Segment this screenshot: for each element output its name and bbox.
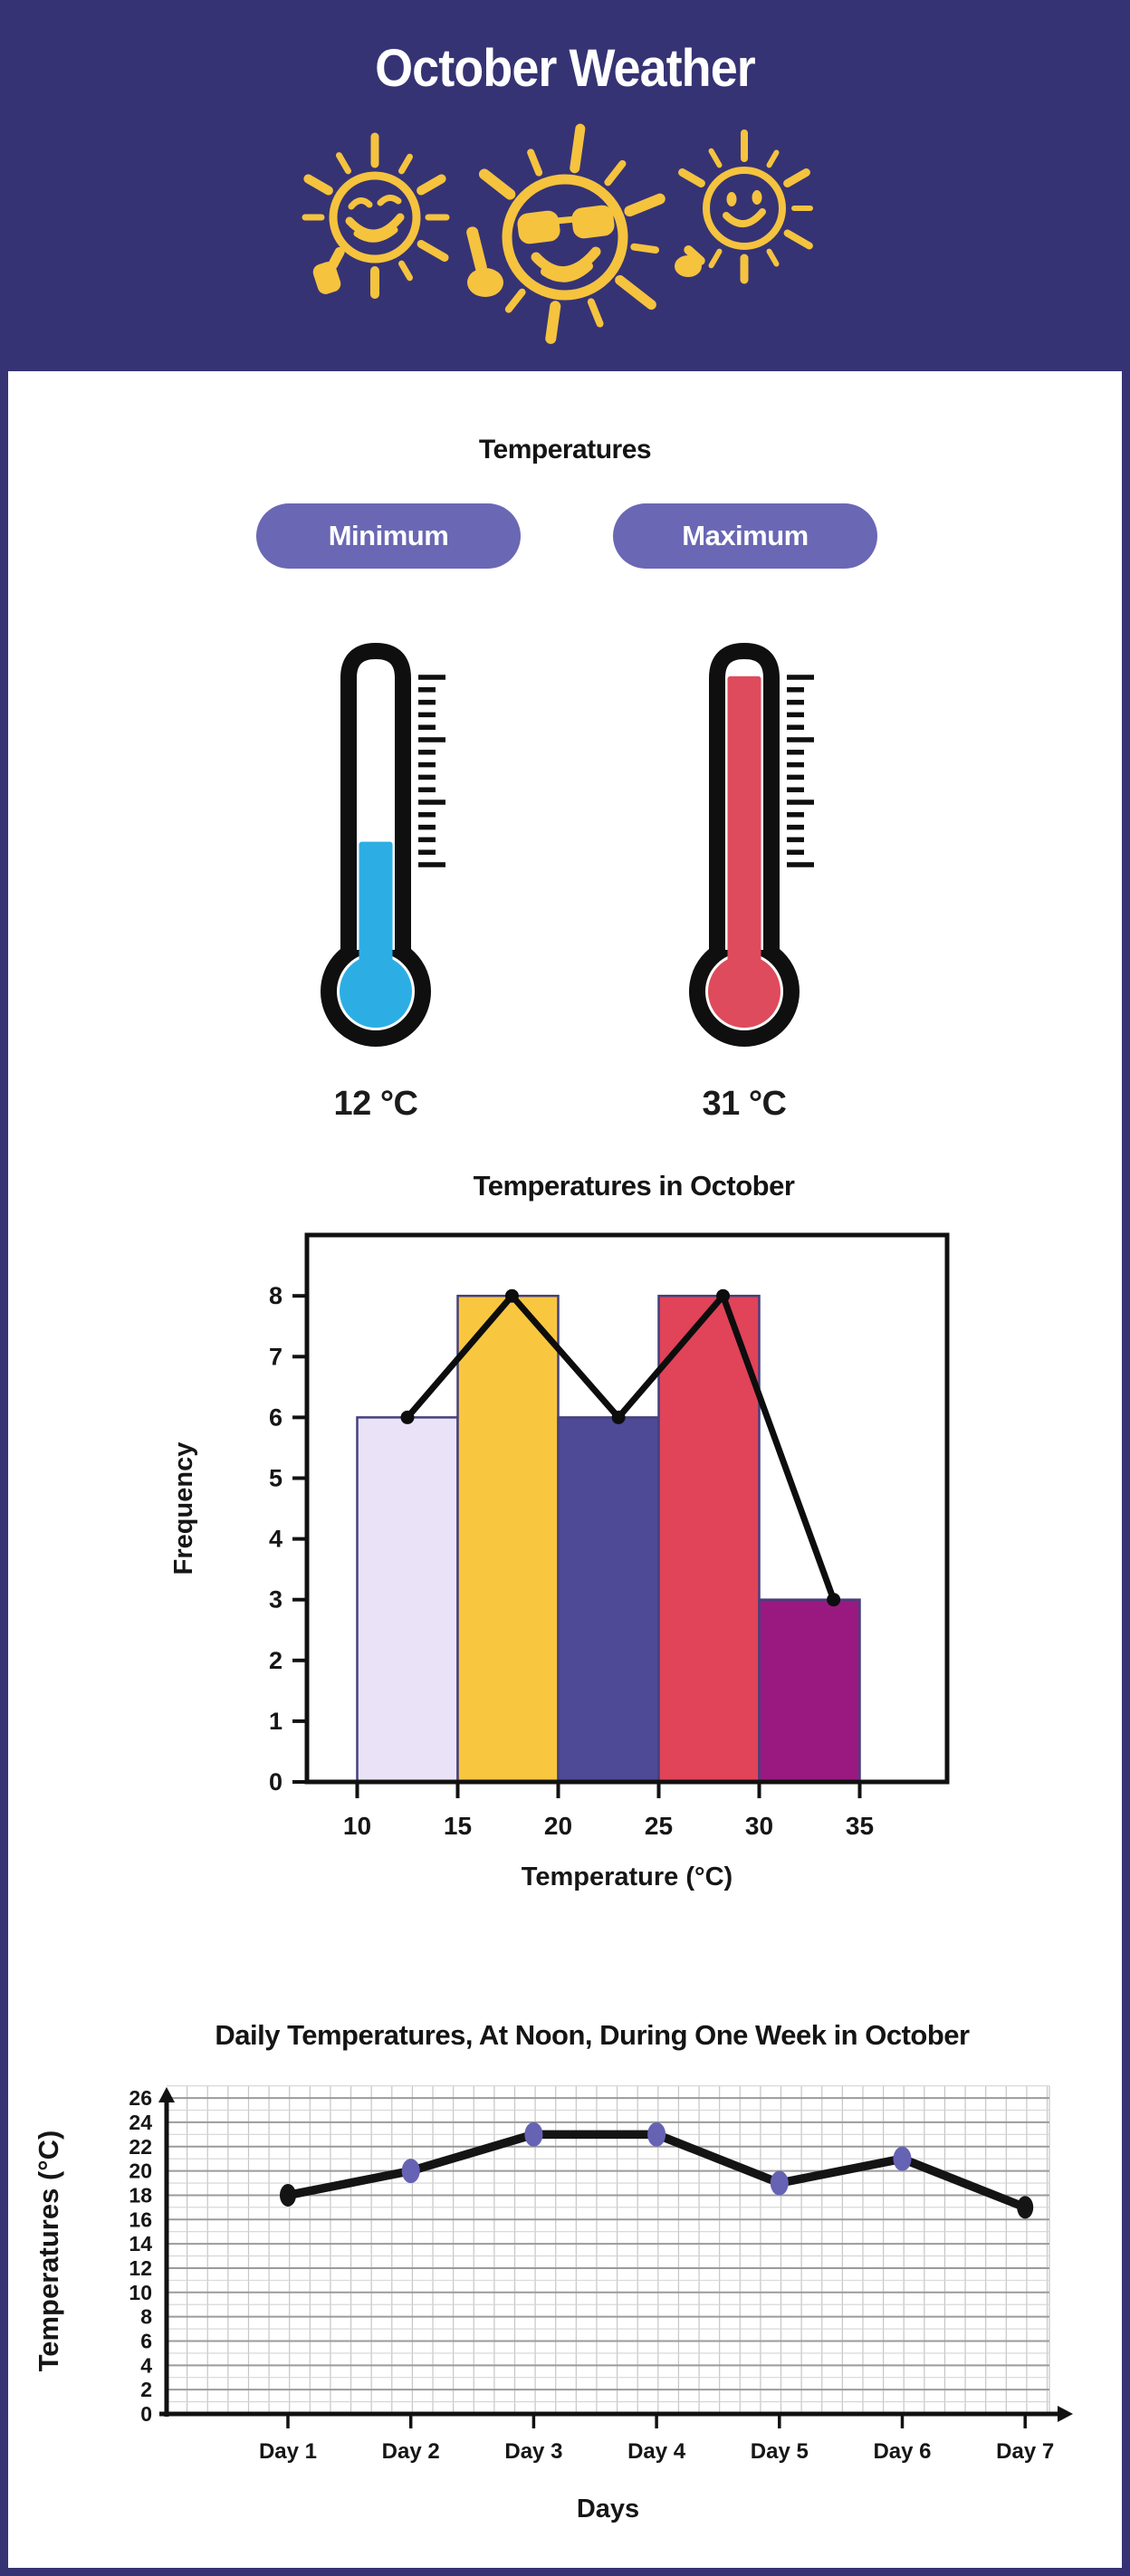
svg-text:Day 5: Day 5 [751, 2439, 809, 2464]
data-point [647, 2121, 666, 2147]
temperatures-heading: Temperatures [478, 435, 652, 464]
histogram-x-axis: 10 15 20 25 30 35 [343, 1782, 874, 1840]
svg-text:20: 20 [544, 1812, 572, 1840]
mercury-column [359, 841, 393, 991]
mercury-bulb [340, 955, 412, 1028]
axes [158, 2087, 1073, 2422]
svg-text:14: 14 [129, 2232, 152, 2255]
svg-text:30: 30 [745, 1812, 773, 1840]
histogram-chart: 0 1 2 3 4 5 6 7 8 10 15 20 25 30 35 Frequency Temperatur… [169, 1232, 950, 1891]
grid-lines [167, 2085, 1050, 2414]
histogram-bar [356, 1416, 459, 1784]
histogram-y-axis: 0 1 2 3 4 5 6 7 8 [269, 1282, 307, 1796]
data-point [893, 2146, 912, 2171]
data-point [280, 2183, 296, 2207]
minimum-temperature-reading: 12 °C [333, 1085, 418, 1123]
svg-text:Day 4: Day 4 [627, 2439, 686, 2464]
svg-text:0: 0 [140, 2402, 152, 2426]
thermometer-scale-ticks [787, 675, 814, 867]
page-title: October Weather [375, 39, 756, 98]
mercury-column [727, 675, 761, 991]
svg-text:8: 8 [140, 2305, 152, 2329]
maximum-thermometer-icon [689, 642, 814, 1047]
header: October Weather [0, 0, 1130, 371]
frequency-polygon-points [400, 1288, 841, 1607]
svg-text:0: 0 [269, 1768, 282, 1796]
sun-smiling-pointing-icon [675, 129, 813, 284]
svg-text:22: 22 [129, 2135, 152, 2159]
sun-winking-thumbs-up-icon [302, 132, 450, 299]
svg-text:Day 6: Day 6 [873, 2439, 931, 2464]
thermometer-scale-ticks [418, 675, 445, 867]
svg-text:8: 8 [269, 1282, 282, 1309]
svg-text:6: 6 [140, 2329, 152, 2352]
maximum-pill-label: Maximum [682, 520, 809, 551]
histogram-y-axis-label: Frequency [169, 1442, 198, 1575]
svg-text:26: 26 [129, 2086, 152, 2110]
histogram-bar [657, 1294, 761, 1784]
histogram-x-axis-label: Temperature (°C) [522, 1863, 733, 1891]
data-point [524, 2121, 543, 2147]
svg-text:2: 2 [269, 1647, 282, 1674]
svg-text:1: 1 [269, 1708, 282, 1735]
maximum-temperature-reading: 31 °C [702, 1085, 787, 1123]
histogram-bar [456, 1294, 560, 1784]
svg-text:12: 12 [129, 2256, 152, 2280]
svg-text:Day 1: Day 1 [259, 2439, 317, 2464]
data-point [401, 2159, 420, 2184]
svg-text:5: 5 [269, 1465, 282, 1492]
sun-sunglasses-pointing-icon [466, 123, 666, 344]
minimum-thermometer-icon [321, 642, 445, 1047]
svg-text:18: 18 [129, 2183, 152, 2207]
svg-text:6: 6 [269, 1403, 282, 1431]
svg-text:20: 20 [129, 2159, 152, 2183]
svg-text:10: 10 [129, 2281, 152, 2304]
mercury-bulb [708, 955, 780, 1028]
svg-text:25: 25 [645, 1812, 673, 1840]
svg-text:24: 24 [129, 2111, 152, 2134]
suns-graphic [302, 123, 813, 344]
svg-text:2: 2 [140, 2378, 152, 2401]
svg-text:16: 16 [129, 2207, 152, 2231]
linechart-x-axis: Day 1 Day 2 Day 3 Day 4 Day 5 Day 6 Day 7 [259, 2414, 1054, 2464]
data-point [770, 2170, 789, 2196]
svg-text:15: 15 [444, 1812, 472, 1840]
histogram-title: Temperatures in October [473, 1170, 795, 1202]
data-point [400, 1410, 415, 1424]
data-point [716, 1288, 731, 1303]
svg-text:10: 10 [343, 1812, 371, 1840]
svg-text:4: 4 [140, 2353, 152, 2377]
linechart-title: Daily Temperatures, At Noon, During One … [215, 2019, 970, 2051]
svg-text:4: 4 [269, 1526, 282, 1553]
data-point [1017, 2196, 1034, 2219]
svg-text:Day 7: Day 7 [996, 2439, 1054, 2464]
linechart-x-axis-label: Days [577, 2495, 639, 2523]
minimum-pill[interactable]: Minimum [256, 503, 521, 569]
svg-text:35: 35 [846, 1812, 874, 1840]
histogram-bars [356, 1294, 861, 1784]
histogram-bar [557, 1416, 660, 1784]
plot-frame [304, 1232, 950, 1785]
data-point [504, 1288, 519, 1303]
svg-text:7: 7 [269, 1343, 282, 1370]
temperature-points [280, 2121, 1034, 2219]
svg-text:Day 3: Day 3 [504, 2439, 562, 2464]
minimum-pill-label: Minimum [328, 520, 449, 551]
linechart-y-axis-label: Temperatures (°C) [33, 2131, 64, 2372]
maximum-pill[interactable]: Maximum [613, 503, 877, 569]
histogram-bar [758, 1598, 861, 1784]
svg-text:Day 2: Day 2 [382, 2439, 440, 2464]
data-point [827, 1593, 841, 1607]
data-point [611, 1410, 626, 1424]
svg-text:3: 3 [269, 1586, 282, 1614]
